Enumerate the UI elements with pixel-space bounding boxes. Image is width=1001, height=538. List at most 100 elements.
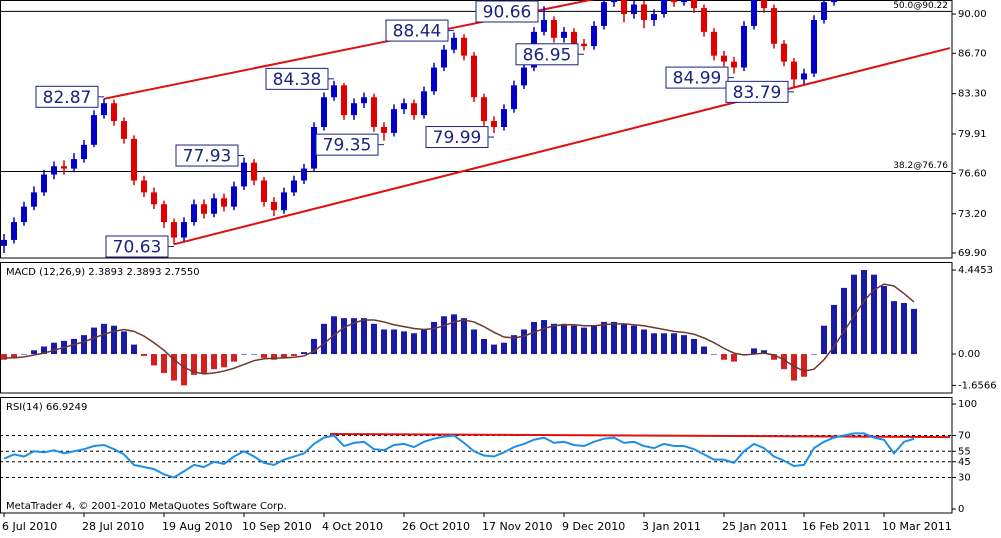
annotation-box	[475, 0, 539, 23]
macd-bar	[511, 335, 517, 355]
macd-bar	[71, 338, 77, 355]
candle-body	[491, 121, 497, 127]
macd-bar	[781, 354, 787, 370]
macd-bar	[471, 329, 477, 355]
x-tick-label: 4 Oct 2010	[322, 520, 383, 533]
macd-bar	[661, 333, 667, 355]
candle-body	[461, 37, 467, 56]
y-tick-label: 76.60	[958, 168, 987, 179]
macd-bar	[101, 323, 107, 355]
candle-body	[11, 222, 17, 240]
macd-bar	[81, 335, 87, 355]
y-tick-label: 55	[958, 446, 971, 457]
annotation-label: 77.93	[183, 147, 232, 167]
macd-bar	[551, 323, 557, 355]
macd-bar	[281, 354, 287, 358]
macd-bar	[271, 354, 277, 360]
candle-body	[551, 19, 557, 38]
macd-bar	[201, 354, 207, 373]
candle-body	[431, 67, 437, 92]
candle-body	[351, 103, 357, 116]
candle-body	[221, 198, 227, 207]
y-tick-label: 86.70	[958, 48, 987, 59]
candle-body	[291, 180, 297, 193]
annotation-label: 79.99	[433, 128, 482, 148]
candle-body	[181, 222, 187, 238]
candle-body	[31, 192, 37, 207]
candle-body	[401, 103, 407, 110]
y-tick-label: 0.00	[958, 349, 980, 360]
y-tick-label: 70	[958, 431, 971, 442]
candle-body	[631, 4, 637, 15]
x-tick-label: 26 Oct 2010	[402, 520, 470, 533]
candle-body	[641, 4, 647, 20]
candle-body	[751, 0, 757, 26]
annotation-box	[175, 144, 239, 167]
candle-body	[701, 8, 707, 32]
annotation-box	[35, 85, 99, 108]
candle-body	[411, 103, 417, 116]
annotation-box	[315, 133, 379, 156]
macd-bar	[671, 333, 677, 355]
candle-body	[171, 222, 177, 238]
macd-bar	[561, 323, 567, 355]
candle-body	[801, 73, 807, 80]
annotation-box	[515, 43, 579, 66]
macd-bar	[211, 354, 217, 370]
macd-bar	[691, 338, 697, 355]
macd-bar	[411, 333, 417, 355]
y-tick-label: -1.6566	[958, 380, 997, 391]
macd-bar	[571, 325, 577, 355]
macd-bar	[111, 325, 117, 355]
macd-bar	[771, 354, 777, 360]
candle-body	[271, 201, 277, 211]
macd-bar	[911, 308, 917, 355]
level-label: 38.2@76.76	[893, 161, 948, 171]
macd-bar	[701, 346, 707, 355]
candle-body	[331, 85, 337, 98]
candle-body	[111, 103, 117, 122]
candle-body	[581, 43, 587, 47]
candle-body	[61, 166, 67, 169]
candle-body	[261, 180, 267, 202]
macd-bar	[751, 348, 757, 355]
rsi-title: RSI(14) 66.9249	[6, 402, 87, 413]
y-tick-label: 0	[958, 504, 964, 515]
candle-body	[831, 0, 837, 3]
candle-body	[151, 192, 157, 205]
annotation-label: 70.63	[113, 238, 162, 258]
macd-bar	[541, 320, 547, 355]
candle-body	[251, 162, 257, 181]
candle-body	[661, 0, 667, 15]
macd-bar	[861, 270, 867, 355]
rsi-plot	[0, 432, 952, 479]
macd-bar	[791, 354, 797, 381]
candle-body	[41, 174, 47, 193]
y-tick-label: 73.20	[958, 209, 987, 220]
macd-bar	[131, 344, 137, 355]
macd-plot	[1, 270, 917, 386]
macd-bar	[521, 329, 527, 355]
macd-bar	[601, 321, 607, 355]
candle-body	[441, 49, 447, 68]
candle-body	[311, 126, 317, 169]
macd-bar	[461, 318, 467, 355]
trend-line	[173, 47, 951, 246]
candle-body	[81, 144, 87, 160]
candle-body	[131, 138, 137, 181]
candle-body	[191, 204, 197, 223]
annotation-box	[105, 235, 169, 258]
axes: 90.00 86.70 83.30 79.91 76.60 73.20 69.90 4.445…	[2, 9, 997, 533]
macd-bar	[31, 350, 37, 355]
annotation-box	[265, 67, 329, 90]
candle-body	[381, 126, 387, 133]
candle-body	[51, 166, 57, 175]
macd-bar	[731, 354, 737, 362]
macd-bar	[121, 331, 127, 355]
macd-bar	[11, 354, 17, 358]
macd-bar	[801, 354, 807, 377]
x-tick-label: 16 Feb 2011	[802, 520, 870, 533]
x-tick-label: 28 Jul 2010	[82, 520, 144, 533]
candle-body	[501, 109, 507, 127]
